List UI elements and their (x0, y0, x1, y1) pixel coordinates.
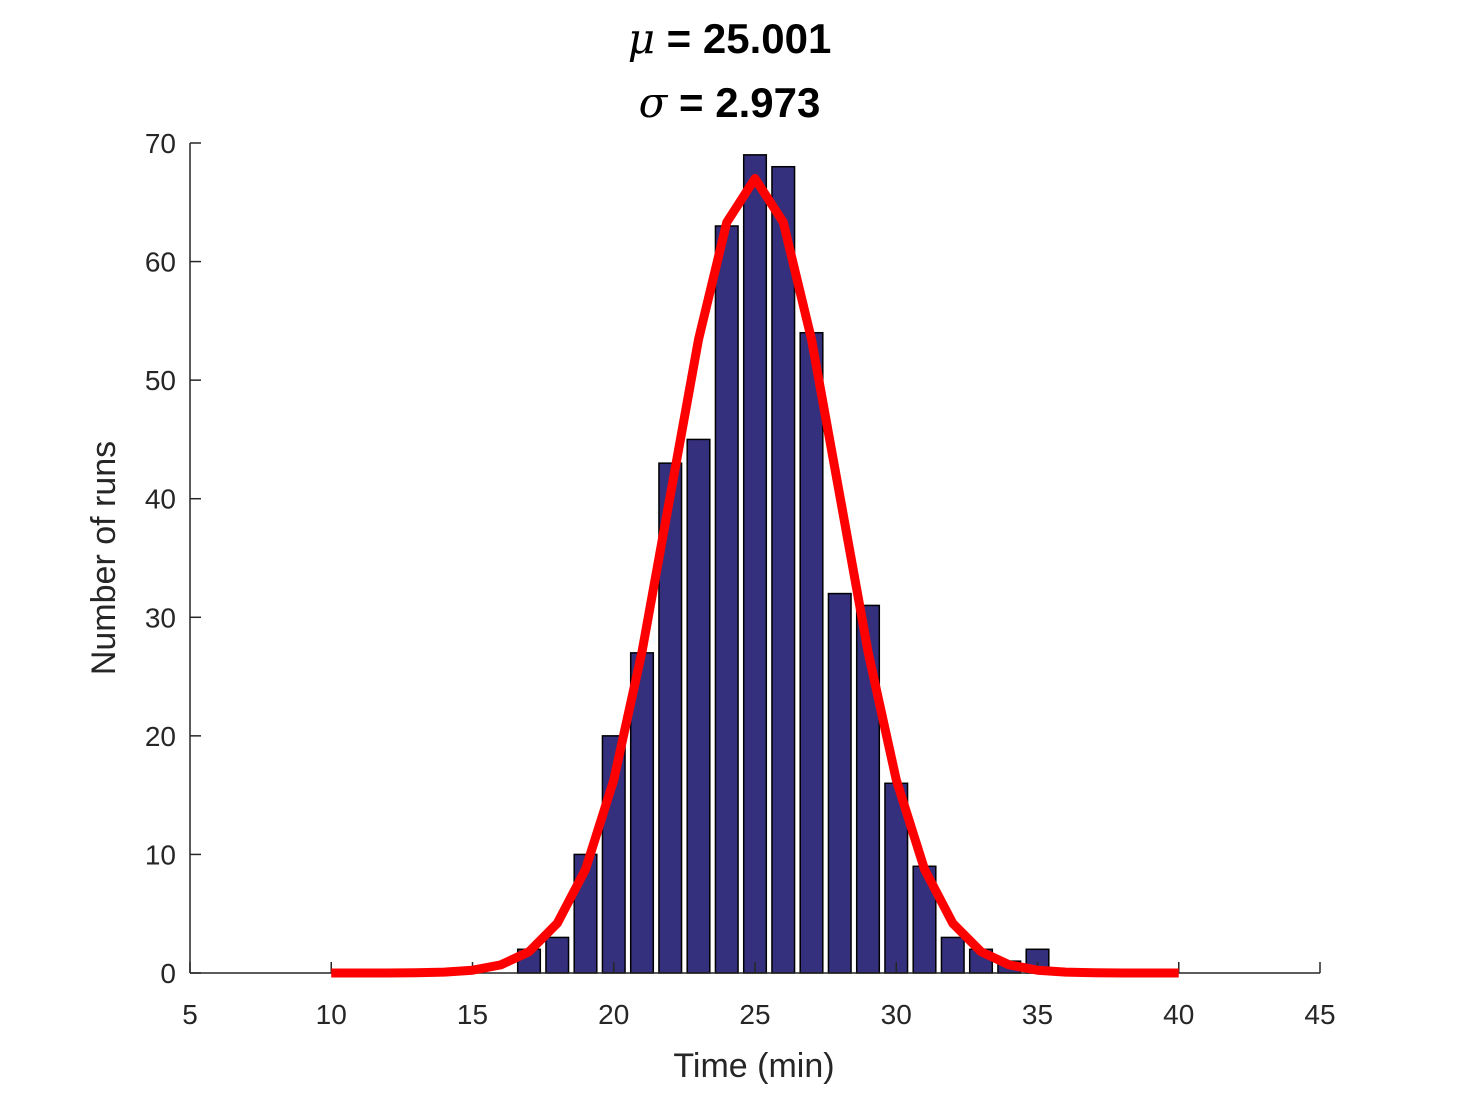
x-tick-label: 25 (739, 999, 770, 1030)
normal-fit-layer (331, 174, 1179, 978)
normal-fit-curve (331, 174, 1179, 978)
histogram-bar (742, 154, 768, 974)
histogram-bar (545, 936, 570, 974)
x-axis-label: Time (min) (673, 1047, 834, 1085)
mu-symbol: μ (627, 14, 655, 63)
y-tick-label: 70 (145, 128, 176, 159)
histogram-bar (714, 225, 739, 974)
y-tick-label: 10 (145, 839, 176, 870)
chart-title-std: σ = 2.973 (0, 78, 1459, 127)
histogram-bars (516, 154, 1050, 974)
y-tick-label: 60 (145, 247, 176, 278)
y-axis-label: Number of runs (85, 441, 123, 675)
y-tick-label: 20 (145, 721, 176, 752)
x-tick-label: 35 (1022, 999, 1053, 1030)
x-tick-label: 15 (457, 999, 488, 1030)
x-tick-label: 45 (1304, 999, 1335, 1030)
x-tick-label: 10 (316, 999, 347, 1030)
y-tick-label: 50 (145, 365, 176, 396)
x-tick-label: 20 (598, 999, 629, 1030)
histogram-bar (686, 438, 711, 974)
y-tick-label: 40 (145, 484, 176, 515)
mean-value-text: = 25.001 (654, 15, 832, 62)
y-tick-label: 30 (145, 602, 176, 633)
x-tick-label: 5 (182, 999, 198, 1030)
x-tick-label: 30 (881, 999, 912, 1030)
axes: 5 10 15 20 25 30 35 40 45 0 10 20 30 40 50 60 70 (145, 128, 1336, 1030)
y-tick-label: 0 (160, 958, 176, 989)
histogram-bar (827, 592, 852, 974)
sigma-symbol: σ (638, 78, 668, 127)
histogram-bar (771, 165, 796, 974)
chart-title-mean: μ = 25.001 (0, 14, 1459, 63)
histogram-bar (799, 331, 824, 974)
x-tick-label: 40 (1163, 999, 1194, 1030)
std-value-text: = 2.973 (667, 79, 821, 126)
histogram-bar (940, 936, 965, 974)
